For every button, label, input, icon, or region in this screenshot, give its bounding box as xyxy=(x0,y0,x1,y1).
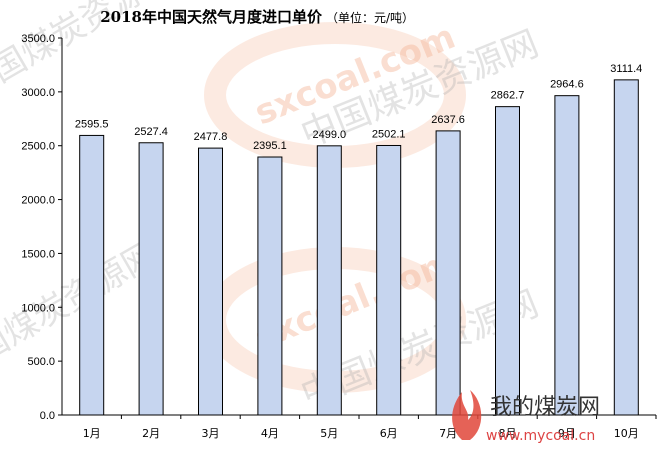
x-tick-label: 4月 xyxy=(261,427,279,440)
x-tick-label: 10月 xyxy=(614,427,639,440)
bar xyxy=(257,156,283,416)
data-labels: 2595.5 2527.4 2477.8 2395.1 2499.0 2502.1 2637… xyxy=(75,63,642,152)
logo-cn: 我的煤炭网 xyxy=(490,395,600,420)
y-tick-label: 0.0 xyxy=(40,410,55,422)
y-tick-label: 2500.0 xyxy=(21,141,55,153)
logo-url: www.mycoal.cn xyxy=(486,428,595,444)
data-label: 2499.0 xyxy=(312,129,346,141)
x-tick-label: 2月 xyxy=(142,427,160,440)
x-tick-label: 8月 xyxy=(499,427,517,440)
data-label: 2964.6 xyxy=(550,79,584,91)
data-label: 2527.4 xyxy=(134,126,168,138)
category-labels: 1月 2月 3月 4月 5月 6月 7月 8月 9月 10月 xyxy=(83,415,657,440)
x-tick-label: 3月 xyxy=(202,427,220,440)
data-label: 2477.8 xyxy=(194,131,228,143)
x-tick-label: 7月 xyxy=(439,427,457,440)
chart-unit: （单位：元/吨） xyxy=(326,10,414,25)
bar xyxy=(316,145,342,416)
mycoal-logo: 我的煤炭网 www.mycoal.cn xyxy=(452,390,600,444)
bar xyxy=(198,147,223,416)
data-label: 2395.1 xyxy=(253,140,287,152)
y-tick-label: 1000.0 xyxy=(21,302,55,314)
bar xyxy=(79,134,105,416)
data-label: 2595.5 xyxy=(75,118,109,130)
bar xyxy=(435,130,461,416)
bar xyxy=(613,79,639,416)
data-label: 2862.7 xyxy=(491,90,525,102)
bar xyxy=(376,144,402,416)
y-tick-label: 3000.0 xyxy=(21,87,55,99)
x-tick-label: 5月 xyxy=(320,427,338,440)
y-tick-label: 3500.0 xyxy=(21,33,55,45)
bars xyxy=(79,79,639,416)
x-tick-label: 6月 xyxy=(380,427,398,440)
data-label: 2637.6 xyxy=(431,114,465,126)
y-tick-label: 1500.0 xyxy=(21,248,55,260)
flame-icon xyxy=(452,390,482,440)
data-label: 2502.1 xyxy=(372,128,406,140)
bar xyxy=(554,95,580,416)
y-tick-label: 2000.0 xyxy=(21,195,55,207)
bar xyxy=(495,106,520,416)
y-axis-ticks: 0.0 500.0 1000.0 1500.0 2000.0 2500.0 3000.0 35… xyxy=(21,33,62,422)
bar xyxy=(138,142,164,416)
x-tick-label: 9月 xyxy=(558,427,576,440)
data-label: 3111.4 xyxy=(610,63,642,75)
x-tick-label: 1月 xyxy=(83,427,101,440)
chart-title: 2018年中国天然气月度进口单价 xyxy=(100,8,323,26)
y-tick-label: 500.0 xyxy=(27,356,55,368)
